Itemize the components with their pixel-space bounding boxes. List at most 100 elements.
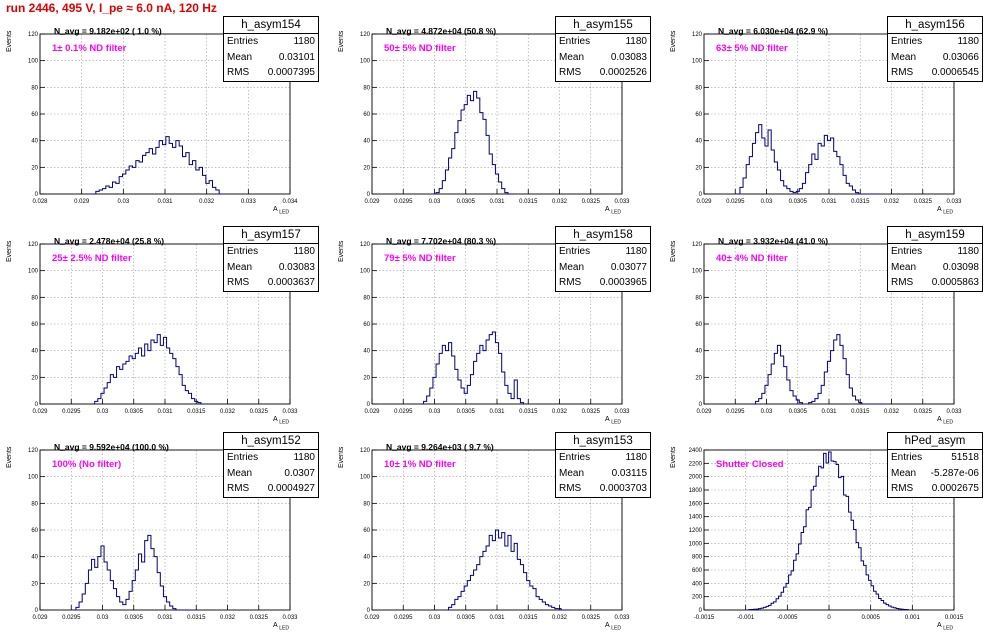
- x-tick-label: 0.029: [74, 199, 90, 205]
- y-tick-label: 400: [692, 581, 703, 587]
- x-tick-label: 0.0315: [851, 409, 870, 415]
- x-tick-label: 0.032: [884, 409, 900, 415]
- x-tick-label: 0.0315: [519, 615, 538, 621]
- x-axis-label-main: A: [273, 416, 278, 423]
- stats-box: h_asym156 Entries 1180 Mean 0.03066 RMS 0.0006…: [887, 16, 983, 82]
- stats-label-entries: Entries: [891, 246, 923, 257]
- stats-box: hPed_asym Entries 51518 Mean -5.287e-06 RMS 0.…: [887, 432, 983, 498]
- stats-row-mean: Mean 0.03101: [224, 50, 318, 66]
- histogram-plot: 0.029 0.0295 0.03 0.0305 0.031 0.0315 0.032 0.0…: [28, 242, 298, 415]
- y-axis-label: Events: [6, 240, 13, 262]
- y-tick-label: 2400: [689, 448, 703, 454]
- stats-value-rms: 0.0004927: [267, 483, 315, 494]
- y-tick-label: 40: [31, 349, 38, 355]
- x-axis-label-main: A: [605, 622, 610, 629]
- stats-value-rms: 0.0007395: [267, 67, 315, 78]
- stats-row-mean: Mean 0.03066: [888, 50, 982, 66]
- y-tick-label: 120: [28, 448, 39, 454]
- stats-label-rms: RMS: [227, 483, 250, 494]
- y-axis-label: Events: [338, 30, 345, 52]
- stats-row-entries: Entries 1180: [224, 34, 318, 50]
- y-tick-label: 100: [360, 59, 371, 65]
- x-tick-label: 0.0315: [519, 409, 538, 415]
- y-tick-label: 100: [360, 475, 371, 481]
- stats-value-rms: 0.0002675: [931, 483, 979, 494]
- y-tick-label: 120: [692, 242, 703, 248]
- n-avg-label: N_avg = 9.264e+03 ( 9.7 %): [386, 442, 494, 452]
- stats-value-mean: 0.03066: [942, 51, 979, 63]
- n-avg-label: N_avg = 4.872e+04 (50.8 %): [386, 26, 497, 36]
- y-tick-label: 2200: [689, 461, 703, 467]
- y-tick-label: 20: [695, 375, 702, 381]
- x-tick-label: 0.0295: [726, 409, 745, 415]
- histogram-panel-h_asym156: 0.029 0.0295 0.03 0.0305 0.031 0.0315 0.032 0.0…: [664, 16, 996, 223]
- filter-label: Shutter Closed: [716, 459, 784, 470]
- stats-row-rms: RMS 0.0007395: [224, 65, 318, 81]
- histogram-plot: 0.029 0.0295 0.03 0.0305 0.031 0.0315 0.032 0.0…: [360, 242, 630, 415]
- stats-row-mean: Mean 0.0307: [224, 466, 318, 482]
- x-tick-label: 0: [827, 615, 831, 621]
- y-tick-label: 80: [363, 295, 370, 301]
- stats-label-entries: Entries: [891, 452, 923, 463]
- x-axis-label: A LED: [937, 206, 953, 215]
- stats-value-entries: 1180: [625, 246, 647, 257]
- stats-row-entries: Entries 1180: [888, 34, 982, 50]
- x-axis-label-sub: LED: [611, 209, 621, 216]
- n-avg-label: N_avg = 3.932e+04 (41.0 %): [718, 236, 829, 246]
- stats-row-mean: Mean -5.287e-06: [888, 466, 982, 482]
- histogram-series: [445, 529, 571, 611]
- filter-label: 79± 5% ND filter: [384, 253, 456, 264]
- stats-box-title: h_asym155: [556, 17, 650, 34]
- stats-box-title: h_asym156: [888, 17, 982, 34]
- x-tick-label: 0.031: [157, 615, 173, 621]
- stats-box-title: h_asym157: [224, 227, 318, 244]
- y-tick-label: 0: [699, 608, 703, 614]
- x-axis-label-sub: LED: [943, 209, 953, 216]
- histogram-panel-h_asym153: 0.029 0.0295 0.03 0.0305 0.031 0.0315 0.032 0.0…: [332, 432, 664, 639]
- x-tick-label: 0.03: [761, 199, 773, 205]
- x-tick-label: 0.032: [552, 409, 568, 415]
- stats-box: h_asym158 Entries 1180 Mean 0.03077 RMS 0.0003…: [555, 226, 651, 292]
- y-tick-label: 80: [31, 85, 38, 91]
- x-axis-label-sub: LED: [279, 209, 289, 216]
- x-axis-label-sub: LED: [943, 625, 953, 632]
- plot-frame: [703, 243, 955, 405]
- filter-label: 100% (No filter): [52, 459, 122, 470]
- x-tick-label: 0.033: [614, 199, 630, 205]
- filter-label: 63± 5% ND filter: [716, 43, 788, 54]
- y-tick-label: 800: [692, 555, 703, 561]
- y-tick-label: 20: [31, 165, 38, 171]
- y-axis-label: Events: [6, 30, 13, 52]
- x-tick-label: 0.031: [821, 409, 837, 415]
- y-tick-label: 40: [363, 555, 370, 561]
- x-tick-label: -0.0005: [777, 615, 798, 621]
- x-tick-label: 0.0295: [62, 615, 81, 621]
- y-tick-label: 40: [31, 139, 38, 145]
- x-axis-label-sub: LED: [279, 625, 289, 632]
- stats-label-mean: Mean: [891, 261, 917, 273]
- stats-value-mean: 0.03083: [278, 261, 315, 273]
- y-tick-label: 120: [28, 242, 39, 248]
- stats-label-entries: Entries: [891, 36, 923, 47]
- stats-label-entries: Entries: [227, 246, 259, 257]
- x-axis-label-main: A: [273, 206, 278, 213]
- x-tick-label: 0.0325: [250, 615, 269, 621]
- y-tick-label: 20: [31, 375, 38, 381]
- filter-label: 10± 1% ND filter: [384, 459, 456, 470]
- histogram-panel-h_asym158: 0.029 0.0295 0.03 0.0305 0.031 0.0315 0.032 0.0…: [332, 226, 664, 433]
- histogram-series: [736, 124, 881, 195]
- x-tick-label: 0.029: [696, 199, 712, 205]
- x-tick-label: 0.03: [117, 199, 129, 205]
- x-axis-label: A LED: [273, 206, 289, 215]
- y-tick-label: 1600: [689, 501, 703, 507]
- y-axis-label: Events: [670, 30, 677, 52]
- stats-box: h_asym159 Entries 1180 Mean 0.03098 RMS 0.0005…: [887, 226, 983, 292]
- stats-box-title: hPed_asym: [888, 433, 982, 450]
- filter-label: 40± 4% ND filter: [716, 253, 788, 264]
- y-tick-label: 0: [35, 402, 39, 408]
- x-tick-label: 0.032: [220, 615, 236, 621]
- stats-row-rms: RMS 0.0003637: [224, 275, 318, 291]
- y-tick-label: 80: [31, 295, 38, 301]
- histogram-panel-h_asym157: 0.029 0.0295 0.03 0.0305 0.031 0.0315 0.032 0.0…: [0, 226, 332, 433]
- x-tick-label: 0.032: [220, 409, 236, 415]
